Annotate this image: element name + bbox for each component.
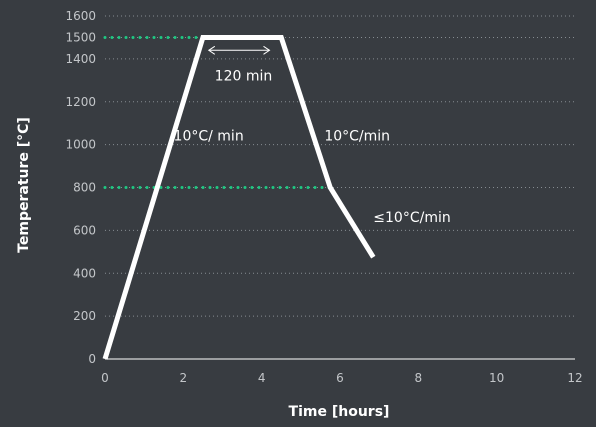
x-tick-label-0: 0 (101, 371, 109, 385)
x-tick-label-10: 10 (489, 371, 504, 385)
annotation-0: 10°C/ min (174, 128, 244, 144)
y-tick-label-1500: 1500 (65, 30, 96, 44)
y-tick-label-1000: 1000 (65, 138, 96, 152)
series-layer (102, 34, 376, 360)
x-tick-label-12: 12 (567, 371, 582, 385)
y-tick-label-0: 0 (88, 352, 96, 366)
y-tick-label-1400: 1400 (65, 52, 96, 66)
y-tick-label-1200: 1200 (65, 95, 96, 109)
annotation-3: ≤10°C/min (373, 210, 450, 226)
annotation-1: 120 min (215, 68, 273, 84)
grid-layer (105, 15, 575, 317)
x-axis-title: Time [hours] (289, 404, 390, 420)
series-line-0 (102, 34, 376, 360)
x-tick-label-8: 8 (415, 371, 423, 385)
tick-labels: 0 200 400 600 800 1000 1200 1400 1500 1600 0 2 4 6 8 10… (65, 9, 582, 385)
x-tick-label-4: 4 (258, 371, 266, 385)
y-axis-title: Temperature [°C] (16, 117, 32, 253)
x-tick-label-2: 2 (180, 371, 188, 385)
y-tick-label-800: 800 (73, 181, 96, 195)
reference-lines (103, 35, 332, 189)
y-tick-label-200: 200 (73, 309, 96, 323)
annotations: 10°C/ min 120 min 10°C/min ≤10°C/min (174, 45, 451, 226)
y-tick-label-600: 600 (73, 223, 96, 237)
duration-arrow-right-head (263, 45, 271, 55)
y-tick-label-1600: 1600 (65, 9, 96, 23)
y-tick-label-400: 400 (73, 266, 96, 280)
duration-arrow-left-head (207, 45, 216, 55)
x-tick-label-6: 6 (336, 371, 344, 385)
annotation-2: 10°C/min (324, 128, 390, 144)
